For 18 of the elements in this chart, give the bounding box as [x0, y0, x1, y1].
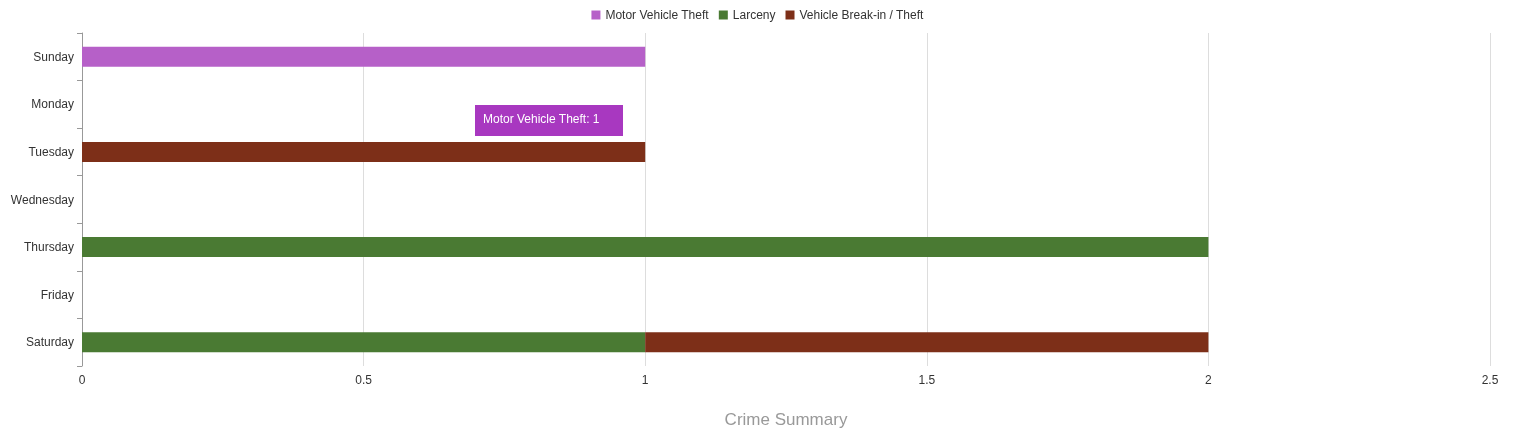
x-tick-label: 0: [78, 373, 86, 387]
y-tick-label: Saturday: [25, 335, 74, 350]
x-axis-title: Crime Summary: [724, 410, 848, 429]
y-tick-label: Tuesday: [28, 144, 74, 159]
x-tick-label: 1.5: [918, 373, 936, 387]
annotation: Motor Vehicle Theft: 1: [483, 112, 600, 126]
x-tick-label: 2: [1205, 373, 1213, 387]
legend-label: Motor Vehicle Theft: [605, 8, 710, 22]
x-tick-label: 0.5: [355, 373, 373, 387]
y-tick-label: Thursday: [23, 240, 74, 255]
x-tick-label: 2.5: [1481, 373, 1499, 387]
legend-label: Larceny: [732, 8, 776, 22]
legend-label: Vehicle Break-in / Theft: [799, 8, 925, 22]
y-tick-label: Friday: [40, 287, 74, 302]
y-tick-label: Wednesday: [10, 192, 74, 207]
y-tick-label: Monday: [31, 97, 74, 112]
x-tick-label: 1: [641, 373, 649, 387]
y-tick-label: Sunday: [33, 49, 74, 64]
